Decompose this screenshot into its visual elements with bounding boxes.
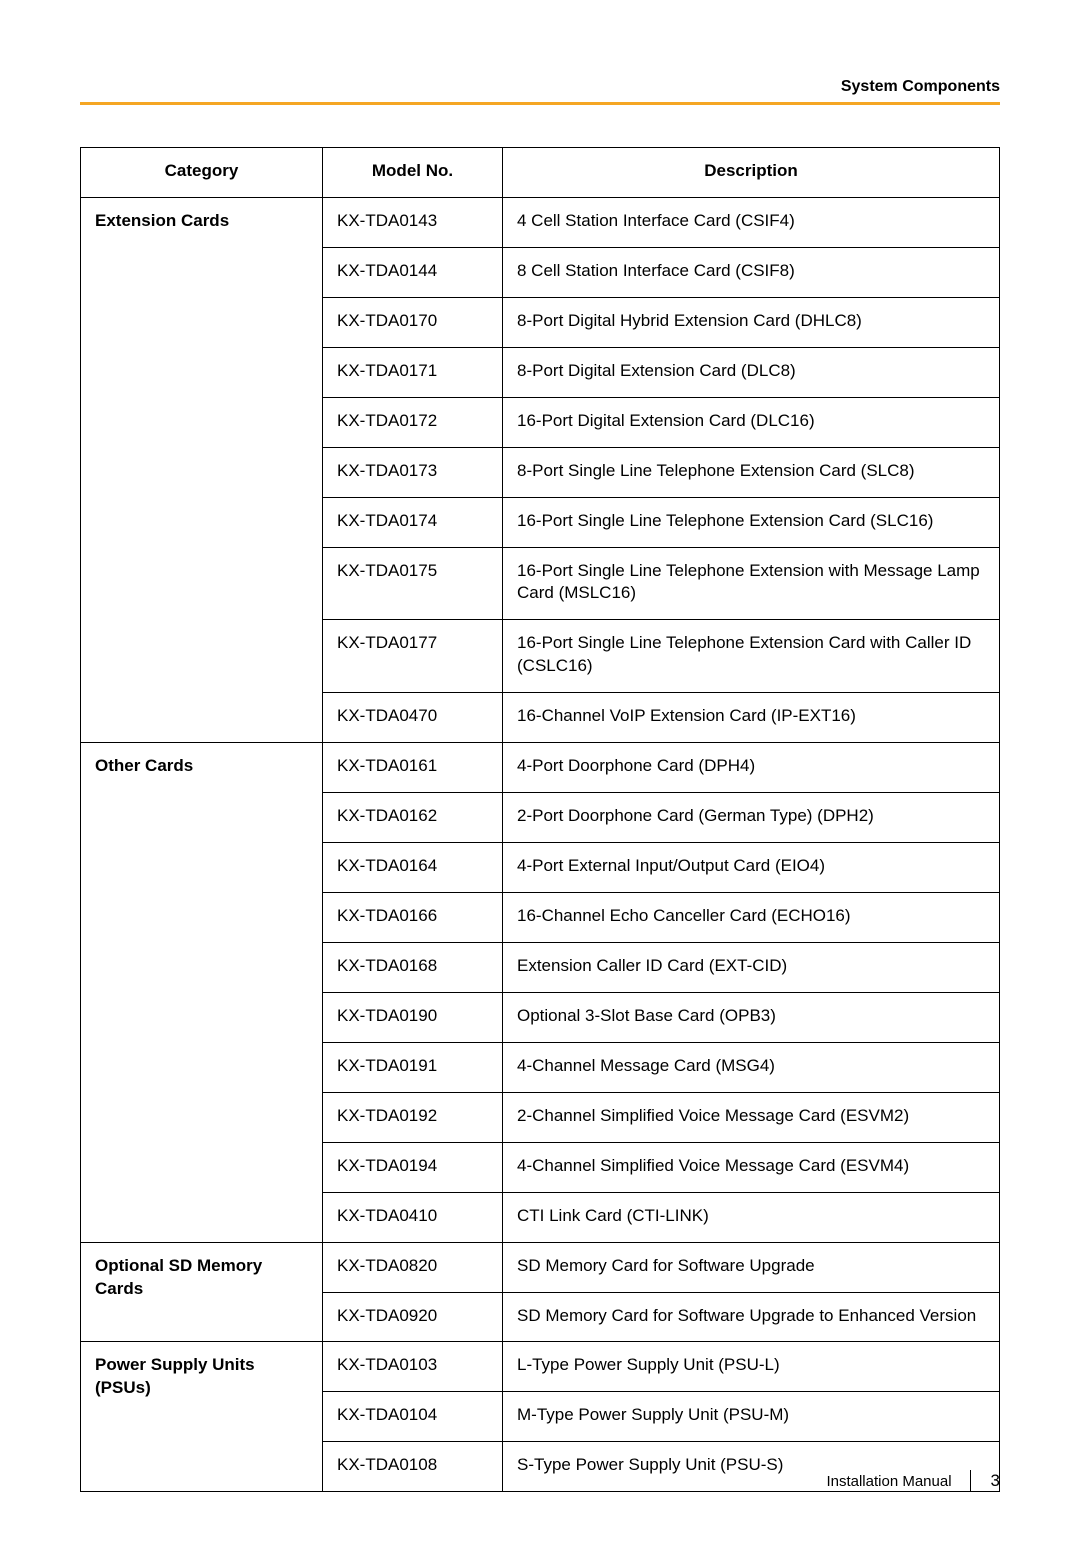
header-rule — [80, 102, 1000, 105]
model-cell: KX-TDA0177 — [323, 620, 503, 693]
description-cell: 8-Port Digital Extension Card (DLC8) — [503, 347, 1000, 397]
table-body: Extension CardsKX-TDA01434 Cell Station … — [81, 197, 1000, 1491]
table-row: Optional SD Memory CardsKX-TDA0820SD Mem… — [81, 1242, 1000, 1292]
table-header-row: Category Model No. Description — [81, 148, 1000, 198]
model-cell: KX-TDA0164 — [323, 843, 503, 893]
model-cell: KX-TDA0174 — [323, 497, 503, 547]
table-row: Other CardsKX-TDA01614-Port Doorphone Ca… — [81, 743, 1000, 793]
description-cell: SD Memory Card for Software Upgrade to E… — [503, 1292, 1000, 1342]
components-table: Category Model No. Description Extension… — [80, 147, 1000, 1492]
description-cell: 8 Cell Station Interface Card (CSIF8) — [503, 247, 1000, 297]
description-cell: Extension Caller ID Card (EXT-CID) — [503, 942, 1000, 992]
model-cell: KX-TDA0410 — [323, 1192, 503, 1242]
model-cell: KX-TDA0173 — [323, 447, 503, 497]
description-cell: SD Memory Card for Software Upgrade — [503, 1242, 1000, 1292]
description-cell: 16-Port Digital Extension Card (DLC16) — [503, 397, 1000, 447]
description-cell: 16-Channel Echo Canceller Card (ECHO16) — [503, 893, 1000, 943]
description-cell: 8-Port Digital Hybrid Extension Card (DH… — [503, 297, 1000, 347]
page: System Components Category Model No. Des… — [0, 0, 1080, 1546]
model-cell: KX-TDA0162 — [323, 793, 503, 843]
description-cell: M-Type Power Supply Unit (PSU-M) — [503, 1392, 1000, 1442]
description-cell: 4-Port External Input/Output Card (EIO4) — [503, 843, 1000, 893]
description-cell: 4-Channel Simplified Voice Message Card … — [503, 1142, 1000, 1192]
model-cell: KX-TDA0166 — [323, 893, 503, 943]
category-cell: Optional SD Memory Cards — [81, 1242, 323, 1342]
footer-doc-title: Installation Manual — [826, 1473, 951, 1490]
col-header-model: Model No. — [323, 148, 503, 198]
model-cell: KX-TDA0192 — [323, 1092, 503, 1142]
description-cell: 4-Channel Message Card (MSG4) — [503, 1042, 1000, 1092]
section-title: System Components — [80, 78, 1000, 96]
category-cell: Extension Cards — [81, 197, 323, 742]
footer-divider — [970, 1470, 971, 1492]
col-header-description: Description — [503, 148, 1000, 198]
model-cell: KX-TDA0194 — [323, 1142, 503, 1192]
model-cell: KX-TDA0103 — [323, 1342, 503, 1392]
description-cell: Optional 3-Slot Base Card (OPB3) — [503, 992, 1000, 1042]
model-cell: KX-TDA0143 — [323, 197, 503, 247]
description-cell: 2-Channel Simplified Voice Message Card … — [503, 1092, 1000, 1142]
description-cell: 8-Port Single Line Telephone Extension C… — [503, 447, 1000, 497]
model-cell: KX-TDA0175 — [323, 547, 503, 620]
table-row: Extension CardsKX-TDA01434 Cell Station … — [81, 197, 1000, 247]
description-cell: CTI Link Card (CTI-LINK) — [503, 1192, 1000, 1242]
model-cell: KX-TDA0820 — [323, 1242, 503, 1292]
model-cell: KX-TDA0920 — [323, 1292, 503, 1342]
description-cell: 16-Port Single Line Telephone Extension … — [503, 547, 1000, 620]
description-cell: 16-Channel VoIP Extension Card (IP-EXT16… — [503, 693, 1000, 743]
category-cell: Power Supply Units (PSUs) — [81, 1342, 323, 1492]
description-cell: 16-Port Single Line Telephone Extension … — [503, 620, 1000, 693]
description-cell: 2-Port Doorphone Card (German Type) (DPH… — [503, 793, 1000, 843]
model-cell: KX-TDA0170 — [323, 297, 503, 347]
model-cell: KX-TDA0190 — [323, 992, 503, 1042]
model-cell: KX-TDA0172 — [323, 397, 503, 447]
col-header-category: Category — [81, 148, 323, 198]
category-cell: Other Cards — [81, 743, 323, 1242]
table-row: Power Supply Units (PSUs)KX-TDA0103L-Typ… — [81, 1342, 1000, 1392]
model-cell: KX-TDA0108 — [323, 1442, 503, 1492]
footer-page-number: 3 — [989, 1471, 1000, 1491]
model-cell: KX-TDA0191 — [323, 1042, 503, 1092]
page-footer: Installation Manual 3 — [826, 1470, 1000, 1492]
model-cell: KX-TDA0168 — [323, 942, 503, 992]
model-cell: KX-TDA0171 — [323, 347, 503, 397]
description-cell: 4 Cell Station Interface Card (CSIF4) — [503, 197, 1000, 247]
model-cell: KX-TDA0161 — [323, 743, 503, 793]
model-cell: KX-TDA0144 — [323, 247, 503, 297]
description-cell: L-Type Power Supply Unit (PSU-L) — [503, 1342, 1000, 1392]
description-cell: 4-Port Doorphone Card (DPH4) — [503, 743, 1000, 793]
description-cell: 16-Port Single Line Telephone Extension … — [503, 497, 1000, 547]
model-cell: KX-TDA0470 — [323, 693, 503, 743]
model-cell: KX-TDA0104 — [323, 1392, 503, 1442]
